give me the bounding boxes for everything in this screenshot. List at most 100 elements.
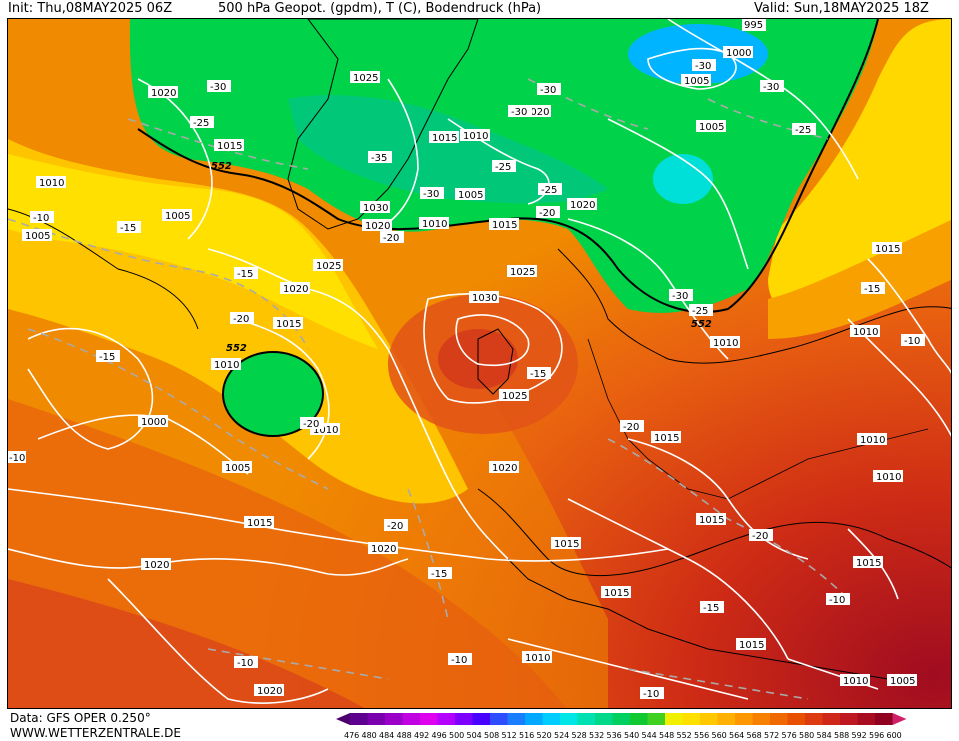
pressure-label: 1010 (850, 325, 880, 338)
svg-text:-10: -10 (643, 689, 659, 700)
svg-text:1015: 1015 (432, 133, 457, 144)
colorbar-swatch (647, 713, 665, 725)
svg-text:1000: 1000 (141, 417, 166, 428)
british-isles-coast (477, 328, 514, 395)
temperature-label: -25 (492, 160, 516, 173)
greenland-coast (287, 19, 479, 230)
svg-text:-20: -20 (387, 521, 403, 532)
svg-text:1010: 1010 (313, 425, 338, 436)
temperature-label: -30 (420, 187, 444, 200)
svg-text:-20: -20 (233, 314, 249, 325)
temperature-label: -10 (640, 687, 664, 700)
svg-text:-15: -15 (431, 569, 447, 580)
colorbar-tick-label: 596 (869, 731, 884, 740)
colorbar-swatch (665, 713, 683, 725)
temperature-label: -20 (380, 231, 404, 244)
pressure-label: 1005 (696, 120, 726, 133)
colorbar-tick-label: 540 (624, 731, 639, 740)
temperature-label: -15 (428, 567, 452, 580)
pressure-label: 1015 (696, 513, 726, 526)
pressure-label: 1005 (455, 188, 485, 201)
yellow-core (8, 154, 378, 349)
colorbar-swatch (857, 713, 875, 725)
svg-text:-15: -15 (703, 603, 719, 614)
colorbar-swatch (770, 713, 788, 725)
svg-text:-25: -25 (692, 306, 708, 317)
temperature-label: -30 (760, 80, 784, 93)
colorbar-swatch (490, 713, 508, 725)
svg-text:1020: 1020 (570, 200, 595, 211)
svg-text:-15: -15 (237, 269, 253, 280)
pressure-label: 1000 (723, 46, 753, 59)
pressure-label: 1025 (350, 71, 380, 84)
temperature-label: -25 (538, 183, 562, 196)
svg-text:-10: -10 (829, 595, 845, 606)
svg-text:1025: 1025 (502, 391, 527, 402)
colorbar-tick-label: 580 (799, 731, 814, 740)
svg-text:-20: -20 (383, 233, 399, 244)
pressure-label: 1030 (360, 201, 390, 214)
pressure-label: 1025 (507, 265, 537, 278)
pressure-label: 1015 (601, 586, 631, 599)
colorbar-tick-label: 476 (344, 731, 359, 740)
colorbar-right-arrow (892, 713, 907, 725)
colorbar-swatch (787, 713, 805, 725)
temperature-label: -30 (669, 289, 693, 302)
svg-text:1005: 1005 (165, 211, 190, 222)
colorbar-swatch (507, 713, 525, 725)
pressure-label: 1030 (469, 291, 499, 304)
svg-text:-15: -15 (120, 223, 136, 234)
colorbar-tick-label: 572 (764, 731, 779, 740)
isotherms (8, 78, 849, 700)
map-canvas: 1020 1025 1015 1010 1005 1005 1025 1020 … (8, 19, 951, 708)
pressure-label: 1005 (887, 674, 917, 687)
temperature-label: -20 (384, 519, 408, 532)
colorbar-tick-label: 520 (537, 731, 552, 740)
colorbar-swatch (700, 713, 718, 725)
geopotential-552-contour (137, 19, 879, 313)
svg-text:1010: 1010 (860, 435, 885, 446)
svg-text:-30: -30 (210, 82, 226, 93)
pressure-label: 1000 (138, 415, 168, 428)
svg-text:1015: 1015 (699, 515, 724, 526)
svg-text:1010: 1010 (713, 338, 738, 349)
colorbar-left-arrow (336, 713, 350, 725)
svg-text:1010: 1010 (214, 360, 239, 371)
temperature-label: -15 (96, 350, 120, 363)
svg-text:1020: 1020 (524, 107, 549, 118)
svg-text:1030: 1030 (363, 203, 388, 214)
colorbar-swatch (472, 713, 490, 725)
svg-text:-30: -30 (540, 85, 556, 96)
temperature-label: -20 (230, 312, 254, 325)
svg-text:1015: 1015 (276, 319, 301, 330)
colorbar-swatch (612, 713, 630, 725)
pressure-label: 1010 (873, 470, 903, 483)
svg-text:1025: 1025 (353, 73, 378, 84)
pressure-label: 1005 (681, 74, 711, 87)
pressure-label: 1020 (567, 198, 597, 211)
colorbar-swatch (367, 713, 385, 725)
pressure-label: 1010 (36, 176, 66, 189)
colorbar-swatch (805, 713, 823, 725)
svg-text:1020: 1020 (144, 560, 169, 571)
colorbar-swatch (630, 713, 648, 725)
pressure-label: 1025 (313, 259, 343, 272)
teal-trough-core (288, 95, 608, 204)
svg-text:1015: 1015 (856, 558, 881, 569)
pressure-label: 1015 (273, 317, 303, 330)
temperature-label: -15 (234, 267, 258, 280)
pressure-label: 1020 (489, 461, 519, 474)
colorbar-swatch (455, 713, 473, 725)
temperature-label-group: -30 -25 -10 -15 -15 -20 -15 -20 -10 -20 … (8, 59, 925, 700)
cyan-pocket (653, 154, 713, 204)
svg-text:1015: 1015 (554, 539, 579, 550)
svg-text:1020: 1020 (257, 686, 282, 697)
svg-text:1005: 1005 (699, 122, 724, 133)
temperature-label: -20 (620, 420, 644, 433)
temperature-label: -10 (826, 593, 850, 606)
colorbar-swatch (717, 713, 735, 725)
svg-text:-10: -10 (9, 453, 25, 464)
pressure-label: 1010 (710, 336, 740, 349)
temperature-label: -20 (749, 529, 773, 542)
svg-text:1000: 1000 (726, 48, 751, 59)
